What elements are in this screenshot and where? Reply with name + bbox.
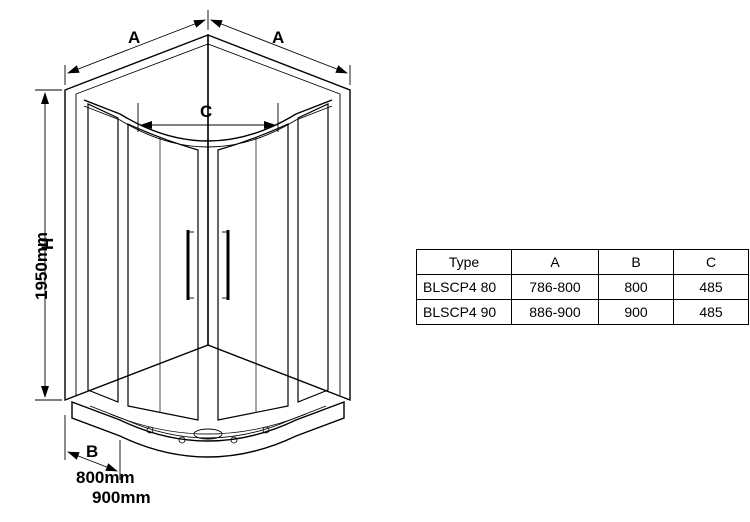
spec-table: Type A B C BLSCP4 80 786-800 800 485 BLS… [416,249,749,325]
diagram: A A C H 1950mm B 800mm 900mm [10,10,420,510]
label-b: B [86,442,98,462]
table-row: BLSCP4 90 886-900 900 485 [417,300,749,325]
table-row: BLSCP4 80 786-800 800 485 [417,275,749,300]
col-header-b: B [599,250,674,275]
col-header-a: A [512,250,599,275]
cell-type: BLSCP4 90 [417,300,512,325]
cell-a: 786-800 [512,275,599,300]
cell-b: 900 [599,300,674,325]
diagram-svg [10,10,420,510]
label-a-left: A [128,28,140,48]
page: Type A B C BLSCP4 80 786-800 800 485 BLS… [0,0,750,522]
col-header-type: Type [417,250,512,275]
cell-type: BLSCP4 80 [417,275,512,300]
table-header-row: Type A B C [417,250,749,275]
cell-a: 886-900 [512,300,599,325]
label-b-900: 900mm [92,488,151,508]
cell-b: 800 [599,275,674,300]
cell-c: 485 [674,300,749,325]
cell-c: 485 [674,275,749,300]
col-header-c: C [674,250,749,275]
label-b-800: 800mm [76,468,135,488]
label-c: C [200,102,212,122]
label-h-value: 1950mm [32,232,52,300]
label-a-right: A [272,28,284,48]
